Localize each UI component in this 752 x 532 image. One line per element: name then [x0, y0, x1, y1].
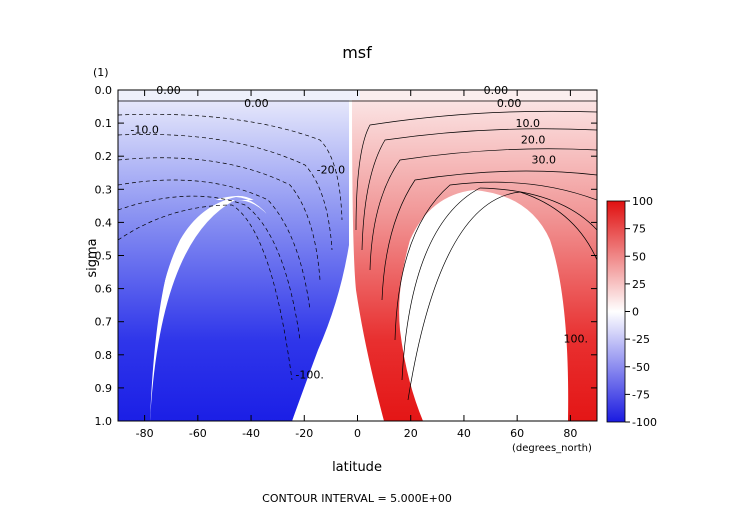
y-tick-label: 0.6	[95, 283, 113, 296]
colorbar-tick-label: 0	[632, 306, 639, 319]
y-tick-label: 0.9	[95, 382, 113, 395]
colorbar-tick-label: 100	[632, 195, 653, 208]
y-tick-label: 1.0	[95, 415, 113, 428]
y-axis: 0.0 0.1 0.2 0.3 0.4 0.5 0.6 0.7 0.8 0.9 1.0	[95, 84, 597, 428]
contour-label: -100.	[295, 369, 323, 382]
y-tick-label: 0.1	[95, 117, 113, 130]
y-tick-label: 0.3	[95, 183, 113, 196]
x-tick-label: -40	[242, 427, 260, 440]
x-axis-label: latitude	[332, 460, 382, 475]
x-axis: -80 -60 -40 -20 0 20 40 60 80	[136, 90, 577, 440]
contour-label: 10.0	[516, 117, 541, 130]
x-tick-label: 0	[354, 427, 361, 440]
streamfunction-field	[118, 90, 597, 421]
contour-label: -20.0	[317, 163, 345, 176]
y-tick-label: 0.5	[95, 250, 113, 263]
x-tick-label: 60	[510, 427, 524, 440]
x-tick-label: -60	[189, 427, 207, 440]
x-tick-label: 40	[457, 427, 471, 440]
colorbar-tick-label: 75	[632, 223, 646, 236]
chart-title: msf	[342, 43, 372, 62]
contour-label: -10.0	[130, 124, 158, 137]
colorbar-tick-label: 25	[632, 278, 646, 291]
x-tick-label: -20	[295, 427, 313, 440]
contour-label: 30.0	[532, 154, 557, 167]
contour-label: 20.0	[521, 134, 546, 147]
y-axis-label: sigma	[85, 238, 100, 277]
colorbar-tick-label: -75	[632, 388, 650, 401]
x-units-label: (degrees_north)	[512, 443, 592, 454]
colorbar-tick-label: -100	[632, 416, 657, 429]
y-tick-label: 0.7	[95, 316, 113, 329]
y-tick-label: 0.2	[95, 150, 113, 163]
colorbar-gradient	[606, 200, 626, 423]
x-tick-label: 80	[563, 427, 577, 440]
y-tick-label: 0.0	[95, 84, 113, 97]
y-units-label: (1)	[93, 66, 109, 79]
positive-cell-fill	[352, 100, 597, 421]
colorbar-tick-label: 50	[632, 250, 646, 263]
x-tick-label: 20	[404, 427, 418, 440]
contour-labels: 0.000.000.000.00-10.0-20.010.020.030.0-1…	[130, 84, 588, 382]
x-tick-label: -80	[136, 427, 154, 440]
y-tick-label: 0.4	[95, 216, 113, 229]
contour-label: 100.	[563, 332, 588, 345]
colorbar-ticks: 100 75 50 25 0 -25 -50 -75 -100	[625, 195, 657, 429]
y-tick-label: 0.8	[95, 349, 113, 362]
contour-label: 0.00	[244, 97, 269, 110]
contour-interval-footer: CONTOUR INTERVAL = 5.000E+00	[262, 492, 452, 505]
colorbar-tick-label: -50	[632, 361, 650, 374]
colorbar: 100 75 50 25 0 -25 -50 -75 -100	[606, 195, 657, 429]
colorbar-tick-label: -25	[632, 333, 650, 346]
contour-label: 0.00	[497, 97, 522, 110]
